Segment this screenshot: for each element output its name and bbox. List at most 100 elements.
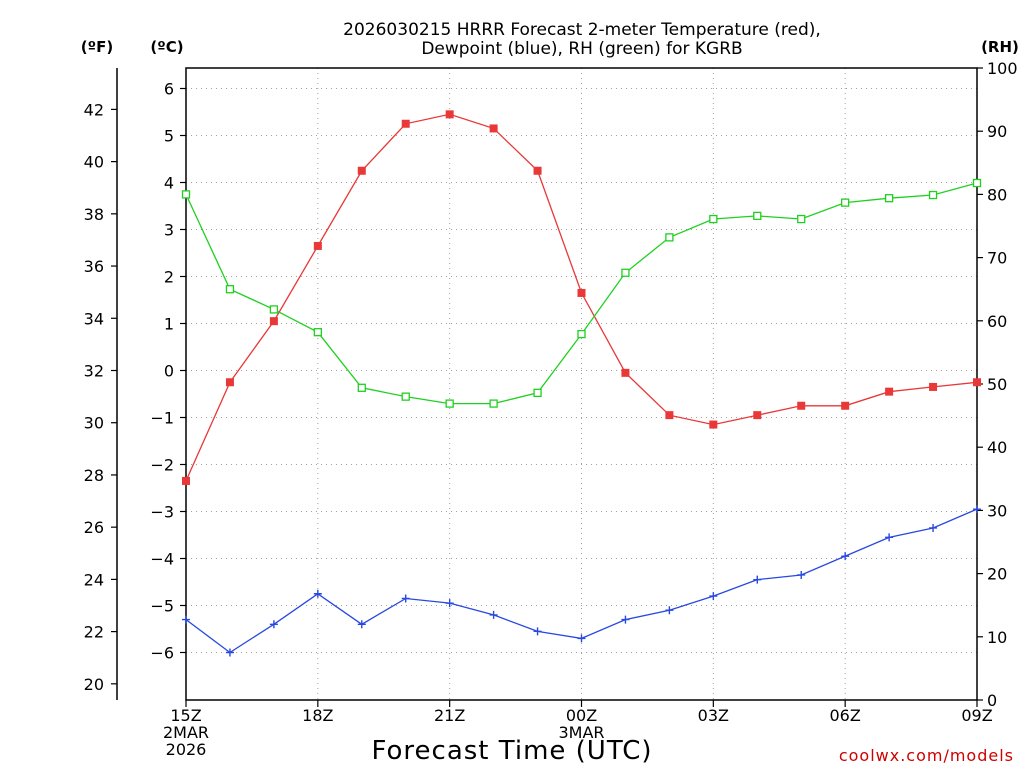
dewpoint-point [269,620,278,629]
celsius-tick-label: −5 [150,597,174,616]
series-group [181,110,982,657]
dewpoint-point [401,594,410,603]
rh-unit-label: (RH) [981,38,1019,56]
temperature-point [885,387,894,396]
dewpoint-point [489,610,498,619]
x-tick-label: 18Z [302,706,333,725]
fahrenheit-tick-label: 36 [84,257,104,276]
rh-tick-label: 60 [987,312,1007,331]
celsius-tick-label: 6 [164,80,174,99]
temperature-point [841,401,850,410]
rh-point [357,383,366,392]
chart-title-line-1: 2026030215 HRRR Forecast 2-meter Tempera… [343,20,821,40]
celsius-tick-label: −2 [150,456,174,475]
rh-tick-label: 70 [987,249,1007,268]
temperature-point [269,317,278,326]
dewpoint-point [929,523,938,532]
celsius-tick-label: 3 [164,221,174,240]
celsius-tick-label: −6 [150,644,174,663]
rh-point [621,268,630,277]
chart-title-line-2: Dewpoint (blue), RH (green) for KGRB [421,39,742,59]
dewpoint-point [665,606,674,615]
temperature-line [185,113,978,482]
credit-label: coolwx.com/models [839,746,1014,765]
rh-point [665,233,674,242]
x-tick-label: 2MAR [163,723,209,742]
celsius-tick-label: −3 [150,503,174,522]
temperature-point [709,420,718,429]
fahrenheit-tick-label: 30 [84,414,104,433]
rh-tick-label: 30 [987,501,1007,520]
dewpoint-point [753,575,762,584]
rh-point [269,305,279,314]
fahrenheit-tick-label: 26 [84,518,104,537]
rh-tick-label: 80 [987,185,1007,204]
dewpoint-point [225,648,234,657]
rh-tick-label: 20 [987,565,1007,584]
temperature-point [401,119,410,128]
fahrenheit-tick-label: 28 [84,466,104,485]
temperature-point [797,401,806,410]
rh-tick-label: 100 [987,59,1018,78]
celsius-tick-label: −1 [150,409,174,428]
celsius-tick-label: 4 [164,174,174,193]
rh-point [972,178,982,188]
temperature-point [225,378,234,387]
fahrenheit-tick-label: 32 [84,362,104,381]
celsius-tick-label: 5 [164,127,174,146]
x-tick-label: 06Z [830,706,861,725]
rh-point [445,399,454,408]
celsius-tick-label: 1 [164,315,174,334]
temperature-point [445,110,454,119]
rh-point [797,214,806,224]
dewpoint-point [357,620,366,629]
fahrenheit-unit-label: (ºF) [81,38,113,56]
rh-point [928,190,938,200]
temperature-point [753,411,762,420]
rh-point [709,214,718,224]
dewpoint-point [797,570,806,579]
rh-point [401,392,410,401]
temperature-point [665,411,674,420]
fahrenheit-tick-label: 34 [84,309,104,328]
dewpoint-point [533,627,542,636]
dewpoint-line [185,508,978,654]
fahrenheit-tick-label: 24 [84,570,104,589]
fahrenheit-tick-label: 38 [84,205,104,224]
rh-point [225,285,235,294]
x-tick-label: 2026 [166,740,207,759]
grid [186,68,977,700]
rh-tick-label: 0 [987,691,997,710]
dewpoint-point [621,615,630,624]
dewpoint-point [577,634,586,643]
rh-point [577,329,586,339]
x-tick-label: 00Z [566,706,597,725]
dewpoint-point [182,615,190,624]
rh-tick-label: 90 [987,122,1007,141]
temperature-point [577,288,586,297]
temperature-point [357,166,366,175]
rh-point [753,211,762,221]
rh-point [841,198,850,207]
rh-point [181,190,191,199]
temperature-point [973,378,981,387]
dewpoint-point [885,533,894,542]
dewpoint-point [445,599,454,608]
rh-tick-label: 50 [987,375,1007,394]
rh-tick-label: 40 [987,438,1007,457]
x-tick-label: 3MAR [558,723,604,742]
x-tick-label: 21Z [434,706,465,725]
temperature-point [533,166,542,175]
fahrenheit-tick-label: 40 [84,153,104,172]
fahrenheit-tick-label: 20 [84,675,104,694]
rh-point [884,194,894,203]
celsius-tick-label: −4 [150,550,174,569]
temperature-point [489,124,498,133]
rh-point [533,388,542,397]
temperature-point [182,476,190,485]
rh-point [489,399,498,408]
celsius-unit-label: (ºC) [150,38,183,56]
dewpoint-point [313,589,322,598]
